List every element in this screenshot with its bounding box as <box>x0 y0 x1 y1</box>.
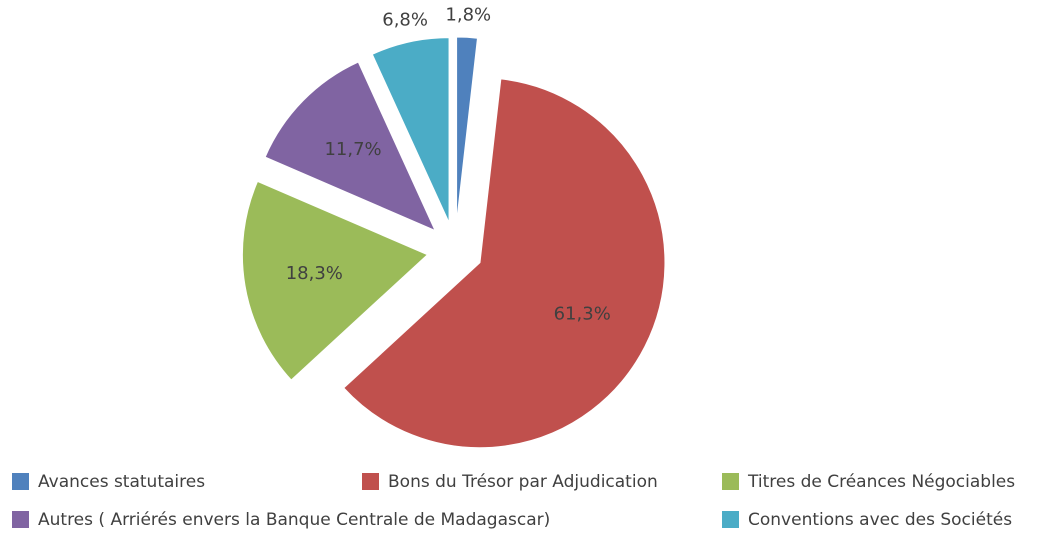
data-label: 1,8% <box>445 4 491 25</box>
legend-label: Conventions avec des Sociétés <box>748 510 1012 530</box>
data-label: 18,3% <box>286 263 343 284</box>
pie-slice <box>343 78 666 449</box>
pie-slice <box>264 61 436 232</box>
legend-swatch <box>362 473 379 490</box>
data-label: 61,3% <box>554 304 611 325</box>
legend-swatch <box>722 511 739 528</box>
legend-label: Titres de Créances Négociables <box>747 472 1015 492</box>
legend-label: Bons du Trésor par Adjudication <box>388 472 658 492</box>
pie-slice <box>241 180 429 381</box>
pie-slice <box>371 37 450 223</box>
data-label: 6,8% <box>382 9 428 30</box>
legend-swatch <box>12 511 29 528</box>
legend-label: Avances statutaires <box>38 472 205 492</box>
legend-swatch <box>12 473 29 490</box>
legend-label: Autres ( Arriérés envers la Banque Centr… <box>38 510 550 530</box>
data-label: 11,7% <box>324 139 381 160</box>
legend-swatch <box>722 473 739 490</box>
pie-slice <box>456 36 479 223</box>
